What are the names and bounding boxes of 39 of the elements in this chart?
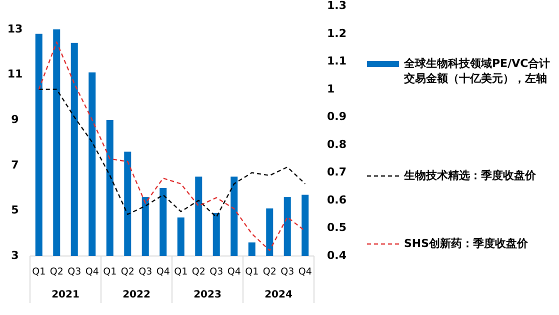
text: 2023 (194, 290, 222, 301)
y2-tick-label: 1.3 (327, 0, 346, 12)
x-tick-label: Q2 (50, 266, 64, 278)
x-tick-label: Q4 (85, 266, 99, 278)
x-tick-label: Q2 (192, 266, 206, 278)
x-tick-label: Q1 (32, 266, 46, 278)
y-tick-label: 9 (11, 112, 19, 126)
x-tick-label: Q3 (210, 266, 224, 278)
y2-tick-label: 1 (327, 82, 335, 96)
y-tick-label: 7 (11, 158, 19, 172)
y2-tick-label: 0.8 (327, 138, 346, 151)
legend-label: 全球生物科技领域PE/VC合计交易金额（十亿美元），左轴 (404, 56, 552, 86)
x-tick-label: Q1 (174, 266, 188, 278)
y2-tick-label: 1.1 (327, 54, 346, 68)
y-tick-label: 3 (11, 249, 19, 262)
text: 2024 (264, 290, 292, 301)
x-tick-label: Q4 (298, 266, 312, 278)
y2-tick-label: 0.9 (327, 110, 346, 124)
text: 2021 (52, 290, 80, 301)
y-tick-label: 13 (7, 22, 23, 36)
y2-tick-label: 0.5 (327, 221, 346, 234)
x-tick-label: Q3 (68, 266, 82, 278)
y2-tick-label: 0.6 (327, 193, 347, 206)
x-tick-label: Q2 (262, 266, 276, 278)
x-tick-label: Q1 (103, 266, 117, 278)
legend-label: SHS创新药：季度收盘价 (404, 236, 530, 251)
y2-tick-label: 0.7 (327, 166, 346, 179)
y-tick-label: 5 (11, 204, 19, 217)
x-tick-label: Q3 (280, 266, 294, 278)
legend-label: 生物技术精选：季度收盘价 (404, 168, 537, 183)
x-tick-label: Q4 (227, 266, 241, 278)
x-tick-label: Q2 (120, 266, 134, 278)
x-tick-label: Q3 (138, 266, 152, 278)
text: 2022 (122, 290, 150, 301)
y2-tick-label: 1.2 (327, 26, 346, 40)
y-tick-label: 11 (7, 68, 23, 81)
x-tick-label: Q1 (245, 266, 259, 278)
y2-tick-label: 0.4 (327, 249, 347, 262)
x-tick-label: Q4 (156, 266, 170, 278)
